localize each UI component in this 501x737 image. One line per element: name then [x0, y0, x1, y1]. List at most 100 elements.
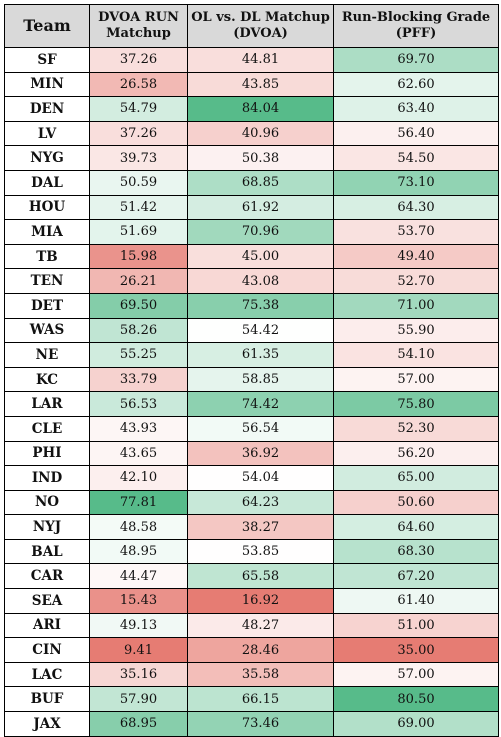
dvoa-run-matchup-cell: 48.95	[89, 538, 188, 565]
run-blocking-grade-cell: 52.70	[333, 268, 499, 294]
ol-vs-dl-matchup-cell: 38.27	[187, 514, 334, 540]
run-blocking-table: Team DVOA RUN Matchup OL vs. DL Matchup …	[4, 4, 499, 737]
run-blocking-grade-cell: 65.00	[333, 465, 499, 491]
run-blocking-grade-cell: 56.40	[333, 120, 499, 147]
team-cell: HOU	[4, 194, 90, 221]
dvoa-run-matchup-cell: 77.81	[89, 489, 188, 516]
table-row: LAR 56.53 74.42 75.80	[4, 391, 499, 417]
run-blocking-grade-cell: 52.30	[333, 415, 499, 442]
header-team: Team	[4, 4, 90, 48]
table-row: LAC 35.16 35.58 57.00	[4, 661, 499, 688]
run-blocking-grade-cell: 71.00	[333, 292, 499, 319]
dvoa-run-matchup-cell: 37.26	[89, 47, 188, 73]
ol-vs-dl-matchup-cell: 66.15	[187, 686, 334, 713]
ol-vs-dl-matchup-cell: 68.85	[187, 169, 334, 196]
team-cell: BUF	[4, 686, 90, 713]
run-blocking-grade-cell: 63.40	[333, 96, 499, 122]
dvoa-run-matchup-cell: 58.26	[89, 317, 188, 344]
team-cell: LAR	[4, 391, 90, 417]
run-blocking-grade-cell: 64.60	[333, 514, 499, 540]
ol-vs-dl-matchup-cell: 74.42	[187, 391, 334, 417]
table-row: ARI 49.13 48.27 51.00	[4, 612, 499, 639]
ol-vs-dl-matchup-cell: 75.38	[187, 292, 334, 319]
table-row: CIN 9.41 28.46 35.00	[4, 637, 499, 663]
table-row: SEA 15.43 16.92 61.40	[4, 588, 499, 614]
run-blocking-grade-cell: 55.90	[333, 317, 499, 344]
run-blocking-grade-cell: 68.30	[333, 538, 499, 565]
team-cell: SEA	[4, 588, 90, 614]
ol-vs-dl-matchup-cell: 50.38	[187, 145, 334, 171]
team-cell: NE	[4, 342, 90, 368]
table-row: LV 37.26 40.96 56.40	[4, 120, 499, 147]
dvoa-run-matchup-cell: 37.26	[89, 120, 188, 147]
dvoa-run-matchup-cell: 48.58	[89, 514, 188, 540]
table-row: DEN 54.79 84.04 63.40	[4, 96, 499, 122]
dvoa-run-matchup-cell: 55.25	[89, 342, 188, 368]
team-cell: NYG	[4, 145, 90, 171]
table-row: TEN 26.21 43.08 52.70	[4, 268, 499, 294]
header-ol-vs-dl-matchup: OL vs. DL Matchup (DVOA)	[187, 4, 334, 48]
run-blocking-grade-cell: 57.00	[333, 661, 499, 688]
table-row: NYJ 48.58 38.27 64.60	[4, 514, 499, 540]
run-blocking-grade-cell: 64.30	[333, 194, 499, 221]
table-row: TB 15.98 45.00 49.40	[4, 243, 499, 270]
table-row: BAL 48.95 53.85 68.30	[4, 538, 499, 565]
ol-vs-dl-matchup-cell: 28.46	[187, 637, 334, 663]
header-dvoa-run-matchup: DVOA RUN Matchup	[89, 4, 188, 48]
team-cell: KC	[4, 366, 90, 393]
header-grade-line2: (PFF)	[395, 26, 437, 41]
team-cell: DAL	[4, 169, 90, 196]
table-row: PHI 43.65 36.92 56.20	[4, 440, 499, 467]
team-cell: CIN	[4, 637, 90, 663]
team-cell: NYJ	[4, 514, 90, 540]
run-blocking-grade-cell: 69.70	[333, 47, 499, 73]
run-blocking-grade-cell: 54.50	[333, 145, 499, 171]
team-cell: LV	[4, 120, 90, 147]
run-blocking-grade-cell: 51.00	[333, 612, 499, 639]
ol-vs-dl-matchup-cell: 56.54	[187, 415, 334, 442]
run-blocking-grade-cell: 57.00	[333, 366, 499, 393]
ol-vs-dl-matchup-cell: 45.00	[187, 243, 334, 270]
ol-vs-dl-matchup-cell: 70.96	[187, 219, 334, 245]
dvoa-run-matchup-cell: 42.10	[89, 465, 188, 491]
run-blocking-grade-cell: 67.20	[333, 563, 499, 590]
ol-vs-dl-matchup-cell: 43.08	[187, 268, 334, 294]
table-row: MIN 26.58 43.85 62.60	[4, 71, 499, 98]
run-blocking-grade-cell: 61.40	[333, 588, 499, 614]
ol-vs-dl-matchup-cell: 58.85	[187, 366, 334, 393]
team-cell: MIN	[4, 71, 90, 98]
header-dvoa-line1: DVOA RUN	[98, 10, 179, 25]
dvoa-run-matchup-cell: 26.58	[89, 71, 188, 98]
dvoa-run-matchup-cell: 43.93	[89, 415, 188, 442]
ol-vs-dl-matchup-cell: 43.85	[187, 71, 334, 98]
dvoa-run-matchup-cell: 33.79	[89, 366, 188, 393]
team-cell: IND	[4, 465, 90, 491]
ol-vs-dl-matchup-cell: 54.04	[187, 465, 334, 491]
table-row: BUF 57.90 66.15 80.50	[4, 686, 499, 713]
ol-vs-dl-matchup-cell: 84.04	[187, 96, 334, 122]
dvoa-run-matchup-cell: 50.59	[89, 169, 188, 196]
table-row: NE 55.25 61.35 54.10	[4, 342, 499, 368]
header-team-label: Team	[23, 16, 71, 35]
ol-vs-dl-matchup-cell: 65.58	[187, 563, 334, 590]
ol-vs-dl-matchup-cell: 36.92	[187, 440, 334, 467]
ol-vs-dl-matchup-cell: 61.35	[187, 342, 334, 368]
run-blocking-grade-cell: 53.70	[333, 219, 499, 245]
table-row: NO 77.81 64.23 50.60	[4, 489, 499, 516]
dvoa-run-matchup-cell: 54.79	[89, 96, 188, 122]
table-row: CLE 43.93 56.54 52.30	[4, 415, 499, 442]
dvoa-run-matchup-cell: 51.42	[89, 194, 188, 221]
run-blocking-grade-cell: 62.60	[333, 71, 499, 98]
run-blocking-grade-cell: 56.20	[333, 440, 499, 467]
team-cell: BAL	[4, 538, 90, 565]
team-cell: NO	[4, 489, 90, 516]
dvoa-run-matchup-cell: 51.69	[89, 219, 188, 245]
table-header: Team DVOA RUN Matchup OL vs. DL Matchup …	[4, 4, 499, 48]
table-row: CAR 44.47 65.58 67.20	[4, 563, 499, 590]
team-cell: CLE	[4, 415, 90, 442]
dvoa-run-matchup-cell: 43.65	[89, 440, 188, 467]
header-ol-line2: (DVOA)	[233, 26, 288, 41]
dvoa-run-matchup-cell: 44.47	[89, 563, 188, 590]
header-row: Team DVOA RUN Matchup OL vs. DL Matchup …	[4, 4, 499, 48]
header-run-blocking-grade: Run-Blocking Grade (PFF)	[333, 4, 499, 48]
